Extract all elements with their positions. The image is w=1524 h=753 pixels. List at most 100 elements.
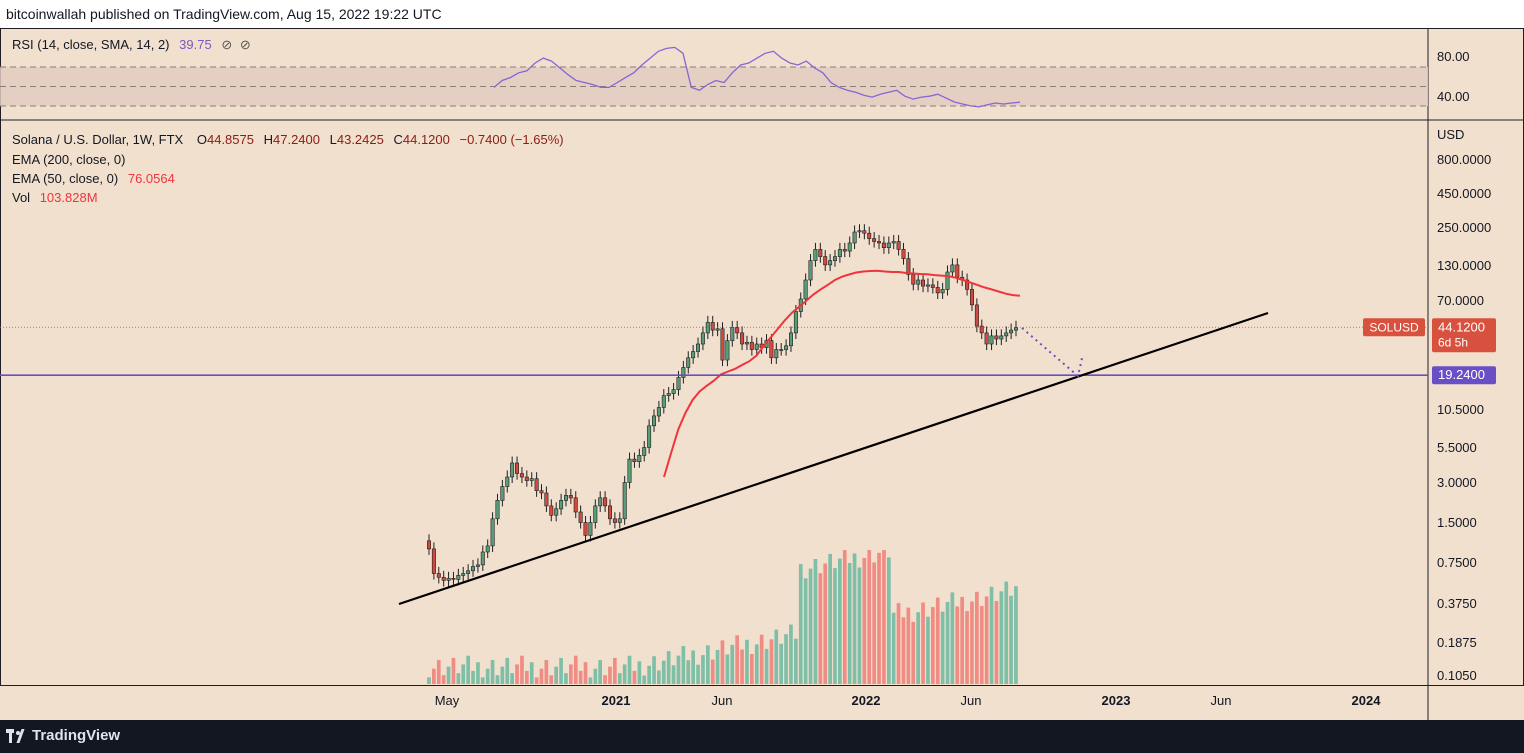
candle-body: [617, 518, 622, 523]
time-axis-label: Jun: [961, 693, 982, 708]
footer-bar: TradingView: [0, 720, 1524, 753]
volume-bar: [632, 670, 637, 684]
candle-body: [876, 241, 881, 244]
rsi-axis-tick: 40.00: [1437, 89, 1470, 104]
volume-bar: [593, 668, 598, 684]
tradingview-logo[interactable]: TradingView: [6, 727, 120, 744]
candle-body: [740, 332, 745, 345]
volume-bar: [637, 661, 642, 684]
candle-body: [896, 241, 901, 250]
ema200-legend: EMA (200, close, 0): [12, 152, 125, 167]
volume-bar: [789, 624, 793, 684]
candle-body: [803, 279, 808, 300]
candle-body: [549, 505, 554, 516]
volume-bar: [1009, 595, 1013, 684]
volume-bar: [608, 666, 612, 684]
volume-bar: [573, 655, 578, 684]
chart-canvas[interactable]: 80.00 40.00 800.0000 450.0000 250.0000 130.00…: [0, 28, 1524, 720]
candle-body: [906, 258, 911, 275]
volume-bar: [661, 660, 666, 684]
candle-body: [661, 395, 666, 408]
candle-body: [872, 238, 877, 242]
candle-body: [984, 332, 989, 345]
time-axis-label: 2021: [602, 693, 631, 708]
volume-bar: [696, 664, 700, 684]
volume-bar: [901, 617, 906, 684]
volume-bar: [544, 660, 549, 684]
candle-body: [456, 575, 461, 580]
candle-body: [828, 260, 833, 266]
hidden-icon[interactable]: ⊘: [239, 37, 251, 52]
volume-bar: [476, 662, 480, 684]
volume-bar: [549, 675, 554, 684]
candle-body: [647, 425, 652, 448]
volume-bar: [774, 629, 779, 684]
candle-body: [852, 231, 857, 244]
candle-body: [466, 570, 471, 574]
volume-bar: [784, 634, 788, 684]
volume-bar: [520, 655, 524, 684]
volume-bar: [823, 563, 828, 684]
candle-body: [612, 518, 617, 523]
time-axis-label: May: [435, 693, 460, 708]
time-axis-label: 2023: [1102, 693, 1131, 708]
volume-bar: [715, 650, 720, 684]
ema50-value: 76.0564: [127, 171, 175, 186]
candle-body: [837, 249, 842, 257]
candle-body: [881, 242, 886, 248]
volume-bar: [750, 654, 754, 684]
candle-body: [779, 349, 784, 351]
volume-bar: [451, 657, 456, 684]
candle-body: [666, 393, 671, 396]
hidden-icon[interactable]: ⊘: [221, 37, 233, 52]
candle-body: [710, 322, 715, 331]
volume-value: 103.828M: [39, 190, 98, 205]
volume-bar: [764, 648, 769, 684]
volume-bar: [456, 673, 461, 684]
volume-bar: [691, 650, 695, 684]
candle-body: [832, 256, 837, 261]
volume-bar: [559, 657, 563, 684]
volume-bar: [529, 662, 534, 684]
candle-body: [818, 249, 823, 257]
volume-bar: [813, 559, 818, 684]
price-axis-tick: 0.3750: [1437, 596, 1477, 611]
candle-body: [862, 230, 867, 234]
candle-body: [705, 322, 710, 334]
price-axis-tick: 0.1875: [1437, 635, 1477, 650]
volume-bar: [740, 649, 744, 684]
volume-bar: [676, 655, 681, 684]
volume-bar: [838, 558, 842, 684]
volume-bar: [994, 600, 999, 684]
candle-body: [622, 482, 627, 520]
candle-body: [480, 551, 485, 566]
volume-bar: [500, 666, 505, 684]
candle-body: [930, 284, 935, 288]
candle-body: [637, 454, 642, 462]
pane-background: [0, 28, 1524, 720]
candle-body: [911, 274, 916, 285]
volume-bar: [554, 666, 558, 684]
volume-bar: [1014, 586, 1018, 684]
candle-body: [544, 492, 549, 507]
symbol-tag-box: [1363, 318, 1425, 337]
volume-bar: [471, 670, 475, 684]
volume-bar: [627, 655, 632, 684]
price-axis-tick: 250.0000: [1437, 220, 1491, 235]
volume-bar: [617, 673, 622, 684]
volume-bar: [979, 606, 984, 684]
volume-bar: [583, 662, 588, 684]
support-tag: 19.2400: [1438, 367, 1485, 382]
candle-body: [974, 304, 979, 327]
volume-bar: [505, 657, 510, 684]
volume-bar: [887, 557, 891, 684]
price-axis-tick: 450.0000: [1437, 186, 1491, 201]
candle-body: [754, 343, 759, 350]
candle-body: [524, 476, 529, 481]
volume-bar: [842, 550, 847, 684]
volume-bar: [926, 616, 930, 684]
rsi-legend: RSI (14, close, SMA, 14, 2) 39.75 ⊘ ⊘: [12, 37, 251, 53]
ema50-label: EMA (50, close, 0): [12, 171, 119, 186]
candle-body: [563, 495, 568, 501]
volume-bar: [495, 675, 500, 684]
